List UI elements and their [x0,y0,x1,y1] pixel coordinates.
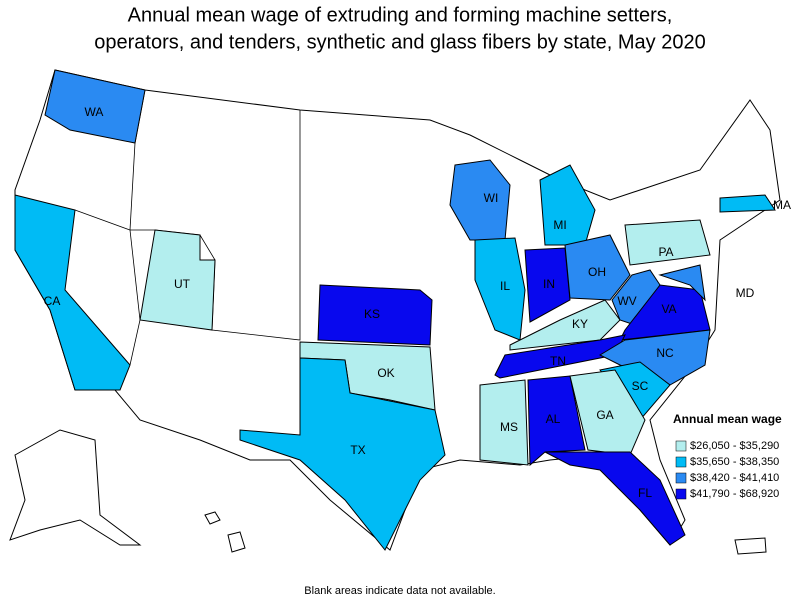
state-label: NC [656,346,674,360]
legend-label: $26,050 - $35,290 [690,440,779,452]
states: WA CA UT KS OK TX WI MI IL IN OH PA KY WV VA MD MA TN NC SC… [14,69,791,551]
legend-title: Annual mean wage [673,412,782,426]
legend-swatch [675,472,687,484]
state [524,247,571,323]
state [598,329,711,386]
legend-swatch [675,488,687,500]
title-line: operators, and tenders, synthetic and gl… [94,31,705,53]
title-line: Annual mean wage of extruding and formin… [128,4,673,26]
state-label: WI [484,191,499,205]
state-label: MA [773,198,791,212]
state-borders [129,89,301,341]
state [569,369,646,456]
hawaii [227,531,246,553]
state-label: KY [572,317,588,331]
state [624,219,711,266]
state-label: TX [350,443,365,457]
legend-label: $35,650 - $38,350 [690,456,779,468]
alaska [9,429,142,546]
state [44,69,146,144]
state [564,234,631,301]
legend: Annual mean wage $26,050 - $35,290 $35,65… [673,412,782,500]
state-label: SC [632,379,649,393]
state-label: OH [588,265,606,279]
state-label: MI [553,218,566,232]
legend-label: $41,790 - $68,920 [690,488,779,500]
state-label: WV [617,294,636,308]
legend-label: $38,420 - $41,410 [690,472,779,484]
state [719,194,776,213]
state-label: IL [500,279,510,293]
state-label: MD [736,286,755,300]
legend-swatch [675,456,687,468]
state [527,375,586,467]
state [479,379,529,466]
legend-swatch [675,440,687,452]
state [14,194,131,391]
footnote: Blank areas indicate data not available. [304,585,495,597]
state [317,284,433,346]
state-label: GA [596,408,613,422]
state [139,229,216,331]
state-label: MS [500,420,518,434]
state-label: KS [364,307,380,321]
state-label: VA [661,302,676,316]
state-label: CA [44,294,61,308]
state-label: TN [550,354,566,368]
state-label: UT [174,277,191,291]
state [544,451,686,546]
state-label: PA [658,245,673,259]
state [239,357,446,551]
puerto-rico [734,537,767,555]
state-label: OK [377,366,394,380]
state-label: IN [543,277,555,291]
state-label: FL [638,486,652,500]
state-borders [74,209,141,366]
state [539,164,596,246]
state [658,264,706,302]
hawaii [204,511,221,525]
state [494,334,626,379]
state-label: AL [546,412,561,426]
state-label: WA [85,105,104,119]
